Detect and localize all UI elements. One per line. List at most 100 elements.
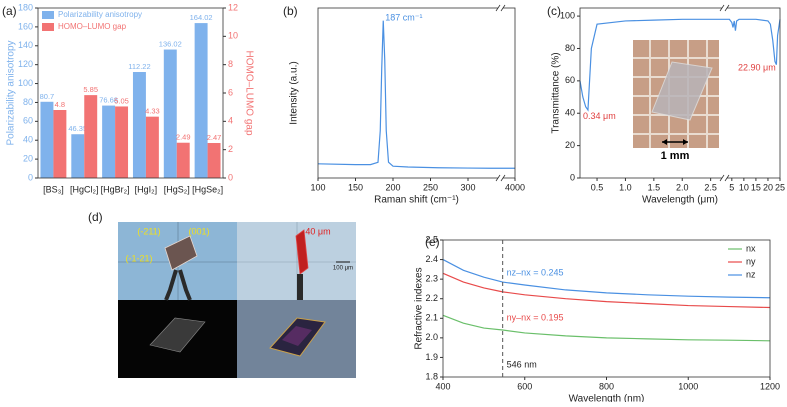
crystal xyxy=(295,229,309,275)
bar xyxy=(194,23,208,178)
x-tick-label: 250 xyxy=(423,182,438,192)
bar xyxy=(176,142,190,178)
value-label: 4.8 xyxy=(55,100,65,109)
panel-label: (e) xyxy=(425,235,440,249)
y-tick-label: 160 xyxy=(18,21,33,31)
y-tick-label: 120 xyxy=(18,59,33,69)
panel-label: (b) xyxy=(283,4,298,18)
x-tick-label: 100 xyxy=(310,182,325,192)
y-tick-label: 80 xyxy=(565,43,575,53)
x-tick-label: 2.0 xyxy=(676,182,689,192)
x-axis-label: Wavelength (nm) xyxy=(569,394,645,402)
x-tick-label: 20 xyxy=(763,182,773,192)
data-line xyxy=(442,314,771,342)
reference-label: 546 nm xyxy=(507,359,537,369)
value-label: 76.68 xyxy=(99,96,118,105)
plane-label: (001) xyxy=(188,226,209,236)
y2-tick-label: 4 xyxy=(228,116,233,126)
data-line xyxy=(317,20,515,169)
size-label: 40 μm xyxy=(305,226,330,236)
data-line xyxy=(442,272,771,309)
x-tick-label: 25 xyxy=(775,182,785,192)
axis-break xyxy=(495,174,506,182)
x-tick-label: 4000 xyxy=(505,182,525,192)
plot: 1.8 1.9 2.0 2.1 2.2 2.3 2.4 2.5 400 600 800 1000 120… xyxy=(414,234,780,404)
y2-tick-label: 0 xyxy=(228,172,233,182)
x-tick-label: 800 xyxy=(599,381,614,391)
x-tick-label: 300 xyxy=(460,182,475,192)
y-tick-label: 1.8 xyxy=(425,371,438,381)
bar xyxy=(207,143,221,178)
y2-tick-label: 8 xyxy=(228,59,233,69)
x-tick-label: 400 xyxy=(435,381,450,391)
y2-tick-label: 2 xyxy=(228,144,233,154)
y-tick-label: 2.3 xyxy=(425,274,438,284)
panel-label: (a) xyxy=(2,4,17,18)
inset-photo: 1 mm xyxy=(633,40,719,162)
axis-break xyxy=(719,174,730,182)
y-tick-label: 60 xyxy=(565,75,575,85)
y-tick-label: 1.9 xyxy=(425,352,438,362)
x-tick-label: [HgCl₂] xyxy=(70,184,99,194)
plane-label: (-211) xyxy=(137,226,160,236)
annotation: nz–nx = 0.245 xyxy=(507,268,564,278)
peak-label: 187 cm⁻¹ xyxy=(385,12,422,22)
axis-break xyxy=(495,4,506,12)
legend-label: HOMO–LUMO gap xyxy=(58,22,127,31)
y-tick-label: 40 xyxy=(23,135,33,145)
data-line xyxy=(442,259,771,299)
y-tick-label: 80 xyxy=(23,97,33,107)
x-tick-label: 200 xyxy=(385,182,400,192)
y-tick-label: 40 xyxy=(565,108,575,118)
x-axis-label: Raman shift (cm⁻¹) xyxy=(374,195,459,206)
plot: 100 150 200 250 300 4000 Raman shift (cm⁻¹) Int… xyxy=(289,4,525,206)
micrograph-panel xyxy=(118,222,356,378)
bar xyxy=(84,95,98,178)
x-tick-label: 1.0 xyxy=(619,182,632,192)
legend-label: nz xyxy=(746,269,756,279)
y-axis-label: Refractive indexes xyxy=(414,267,425,349)
plot-frame xyxy=(442,239,771,378)
legend-label: nx xyxy=(746,243,756,253)
axis-break-gap xyxy=(722,6,727,10)
plot-frame xyxy=(317,7,516,179)
crystal xyxy=(149,317,206,353)
axis-break-gap xyxy=(498,176,503,180)
y-tick-label: 180 xyxy=(18,2,33,12)
y-tick-label: 100 xyxy=(560,10,575,20)
plot-frame xyxy=(579,7,781,179)
value-label: 4.33 xyxy=(145,107,160,116)
y-tick-label: 2.5 xyxy=(425,234,438,244)
y2-tick-label: 10 xyxy=(228,31,238,41)
plot: 0 20 40 60 80 100 120 140 160 180 0 2 4 6 8 10 12 Polariz… xyxy=(6,2,255,194)
y-tick-label: 0 xyxy=(28,172,33,182)
x-tick-label: [HgI₂] xyxy=(135,184,158,194)
crystal xyxy=(164,235,198,271)
y2-axis-label: HOMO–LUMO gap xyxy=(243,50,254,135)
bar xyxy=(115,106,129,178)
annotation: ny–nx = 0.195 xyxy=(507,313,564,323)
x-axis-label: Wavelength (μm) xyxy=(642,195,718,206)
y-axis-label: Intensity (a.u.) xyxy=(289,61,300,124)
panel-label: (c) xyxy=(547,4,561,18)
value-label: 2.47 xyxy=(207,133,222,142)
bar xyxy=(163,49,177,178)
legend-swatch xyxy=(42,23,54,31)
x-tick-label: 150 xyxy=(348,182,363,192)
plot-frame xyxy=(37,7,224,179)
crystal-color xyxy=(282,326,312,346)
legend-label: ny xyxy=(746,256,756,266)
axis-break-gap xyxy=(722,176,727,180)
x-tick-label: [HgS₂] xyxy=(164,184,190,194)
panel-label: (d) xyxy=(88,210,103,224)
inset-label: 1 mm xyxy=(661,150,690,162)
bar xyxy=(40,101,54,178)
axis-break-gap xyxy=(498,6,503,10)
axis-break xyxy=(719,4,730,12)
bar xyxy=(132,72,146,178)
y-tick-label: 60 xyxy=(23,116,33,126)
y-tick-label: 20 xyxy=(23,153,33,163)
